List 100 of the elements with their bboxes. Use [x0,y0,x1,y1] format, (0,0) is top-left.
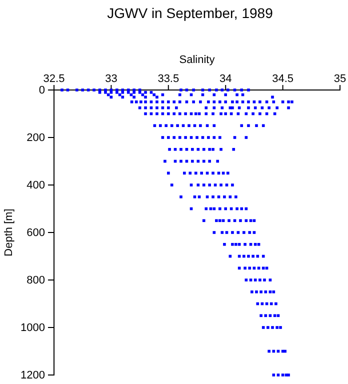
point [218,100,222,104]
point [121,96,124,99]
point [247,88,250,92]
point [212,172,214,175]
point [263,278,266,282]
point [268,106,270,110]
point [158,124,162,128]
point [228,195,232,198]
point [192,100,195,104]
point [268,278,272,282]
point [178,93,182,96]
point [208,184,211,186]
point [212,93,216,96]
point [208,160,211,163]
point [249,219,252,222]
point [257,266,260,270]
point [153,124,156,128]
point [254,242,257,246]
point [268,350,270,353]
point [252,100,256,104]
point [81,88,84,92]
point [272,350,276,353]
point [196,184,200,186]
point [201,136,204,139]
point [271,96,274,99]
point [207,136,210,139]
point [202,184,206,186]
point [217,195,220,198]
y-axis-title: Depth [m] [3,208,15,256]
point [249,242,252,246]
point [180,148,182,151]
point [240,88,244,92]
point [86,88,90,92]
point [161,136,164,139]
point [262,266,265,270]
point [104,88,107,92]
point [166,112,170,116]
point [208,148,211,151]
point [156,112,158,116]
point [236,207,238,210]
point [156,96,158,99]
point [98,90,102,94]
point [166,106,170,110]
point [249,278,252,282]
point [184,136,187,139]
point [271,326,274,329]
point [224,112,228,116]
point [166,100,170,104]
point [220,184,222,186]
point [272,374,276,376]
point [223,195,226,198]
point [104,90,107,94]
point [225,184,228,186]
point [252,266,256,270]
y-tick-label: 0 [38,84,45,97]
point [132,96,136,99]
point [252,254,254,258]
point [144,90,147,94]
x-tick-label: 34.5 [272,73,294,85]
point [144,100,147,104]
point [66,88,70,92]
point [140,100,142,104]
point [247,106,250,110]
point [152,93,156,96]
x-tick-label: 33.5 [158,73,180,85]
point [196,148,200,151]
point [214,184,217,186]
point [172,136,176,139]
point [255,124,258,128]
point [60,88,64,92]
point [161,100,164,104]
point [206,172,209,175]
point [138,90,142,94]
point [141,93,144,96]
point [106,93,110,96]
point [244,278,248,282]
point [254,106,257,110]
point [208,88,211,92]
point [116,90,118,94]
point [206,124,209,128]
point [220,148,222,151]
point [252,219,256,222]
point [218,136,222,139]
point [273,314,276,318]
point [231,184,234,186]
point [266,326,270,329]
point [172,112,176,116]
point [262,254,265,258]
point [260,314,262,318]
point [194,112,198,116]
point [223,242,226,246]
point [254,278,257,282]
point [248,266,252,270]
point [290,100,294,104]
point [110,96,113,99]
point [279,326,282,329]
point [262,326,265,329]
point [281,374,284,376]
y-tick-label: 200 [26,132,45,144]
point [284,350,286,353]
